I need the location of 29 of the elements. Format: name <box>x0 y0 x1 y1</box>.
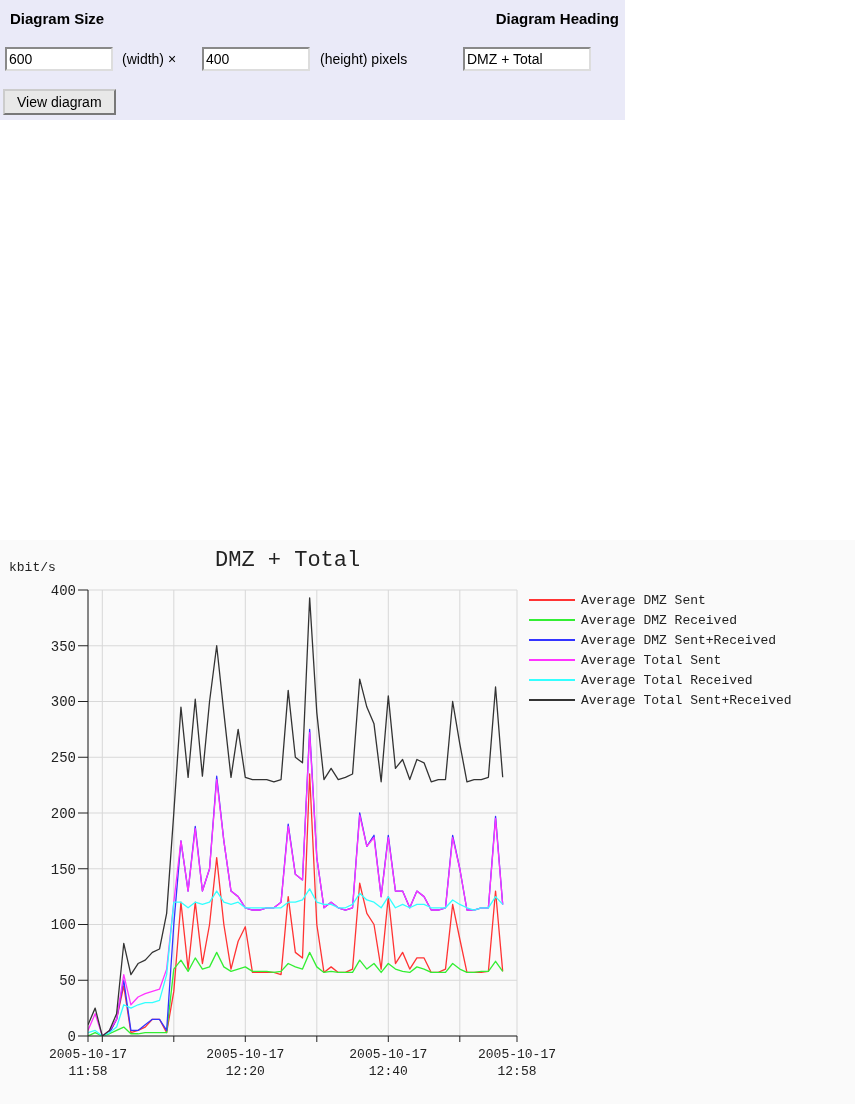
y-tick-label: 100 <box>50 917 76 934</box>
text: (width) × <box>122 51 177 67</box>
text: Diagram Heading <box>495 10 619 27</box>
text: (height) pixels <box>320 51 408 67</box>
y-tick-label: 400 <box>50 582 76 599</box>
text: Diagram Size <box>10 10 105 27</box>
legend-label: Average DMZ Received <box>581 612 738 628</box>
x-tick-label: 2005-10-17 12:58 <box>477 1047 557 1079</box>
text: View diagram <box>3 89 116 115</box>
y-tick-label: 0 <box>67 1028 76 1045</box>
chart-title: DMZ + Total <box>215 548 361 573</box>
x-tick-label: 2005-10-17 11:58 <box>48 1047 128 1079</box>
text: DMZ + Total <box>463 47 591 71</box>
x-tick-label: 2005-10-17 12:20 <box>206 1047 285 1079</box>
text: 600 <box>5 47 113 71</box>
y-tick-label: 250 <box>50 750 76 767</box>
y-tick-label: 200 <box>50 805 76 822</box>
y-tick-label: 150 <box>50 861 76 878</box>
legend-label: Average Total Sent <box>581 652 722 668</box>
legend-label: Average DMZ Sent <box>581 592 706 608</box>
y-axis-title: kbit/s <box>9 560 56 575</box>
y-tick-label: 50 <box>59 973 76 990</box>
legend-label: Average Total Sent+Received <box>581 692 792 708</box>
text: 400 <box>202 47 310 71</box>
legend-label: Average DMZ Sent+Received <box>581 632 777 648</box>
y-tick-label: 350 <box>50 638 76 655</box>
x-tick-label: 2005-10-17 12:40 <box>349 1047 428 1079</box>
legend-label: Average Total Received <box>581 672 753 688</box>
y-tick-label: 300 <box>50 694 76 711</box>
